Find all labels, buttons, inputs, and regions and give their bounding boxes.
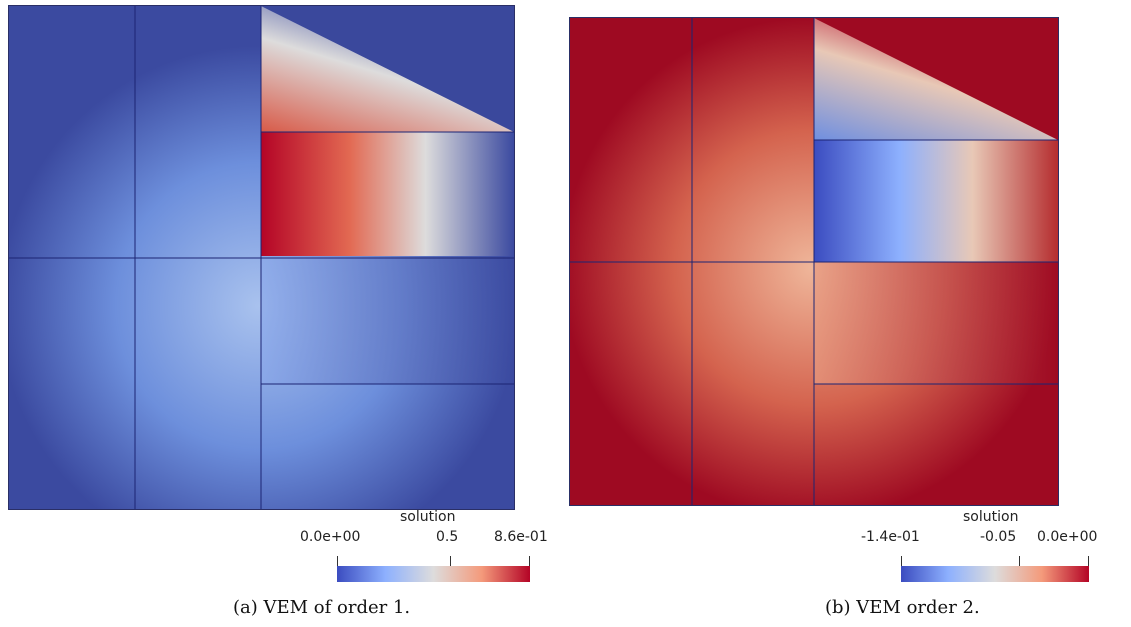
colorbar-tick-b-max [1088,556,1089,566]
colorbar-gradient-a [337,566,530,582]
mesh-lines-order-2 [570,18,1058,505]
mesh-field-order-1 [9,6,514,509]
caption-a: (a) VEM of order 1. [233,597,411,618]
mesh-lines-order-1 [9,6,514,509]
colorbar-tick-label-b-mid: -0.05 [980,529,1017,545]
colorbar-title-b: solution [963,509,1019,525]
colorbar-tick-a-min [337,556,338,566]
colorbar-gradient-b [901,566,1089,582]
solution-plot-order-1 [8,5,515,510]
caption-b: (b) VEM order 2. [825,597,980,618]
colorbar-title-a: solution [400,509,456,525]
colorbar-tick-label-b-max: 0.0e+00 [1037,529,1098,545]
colorbar-tick-a-mid [450,556,451,566]
colorbar-tick-label-a-mid: 0.5 [436,529,459,545]
colorbar-tick-label-a-max: 8.6e-01 [494,529,548,545]
solution-plot-order-2 [569,17,1059,506]
colorbar-tick-label-b-min: -1.4e-01 [861,529,920,545]
mesh-field-order-2 [570,18,1058,505]
colorbar-tick-a-max [529,556,530,566]
colorbar-tick-b-mid [1019,556,1020,566]
colorbar-tick-b-min [901,556,902,566]
colorbar-tick-label-a-min: 0.0e+00 [300,529,361,545]
